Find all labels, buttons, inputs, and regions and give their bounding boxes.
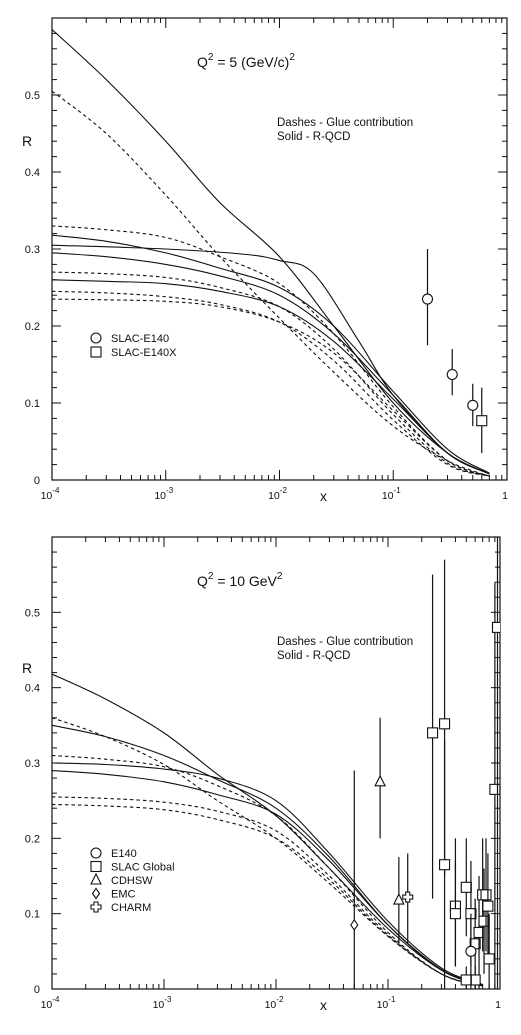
y-tick-label: 0.2: [25, 321, 40, 333]
rqcd-curve-4: [52, 252, 490, 475]
data-point-square: [427, 727, 439, 739]
data-point-square: [439, 718, 451, 730]
data-point-cross: [402, 891, 414, 903]
x-tick-label: 10-2: [265, 995, 284, 1011]
y-tick-label: 0.4: [25, 167, 40, 179]
legend-label: E140: [111, 848, 137, 860]
legend-marker-cross: [90, 901, 102, 913]
rqcd-curve-1: [52, 673, 483, 986]
y-tick-label: 0.3: [25, 244, 40, 256]
data-point-triangle: [374, 774, 386, 787]
data-point-square: [482, 900, 494, 912]
y-tick-label: 0.2: [25, 833, 40, 845]
data-point-circle: [467, 399, 479, 411]
rqcd-curve-3: [52, 762, 483, 985]
legend-label: EMC: [111, 889, 136, 901]
y-tick-label: 0: [34, 475, 40, 487]
x-tick-label: 10-3: [153, 995, 172, 1011]
data-point-square: [480, 889, 492, 901]
data-point-square: [449, 908, 461, 920]
data-point-circle: [446, 368, 458, 381]
glue-curve-10: [52, 298, 490, 477]
data-point-square: [460, 974, 472, 986]
x-axis-label: x: [320, 488, 327, 504]
x-tick-label: 10-4: [41, 486, 60, 502]
legend-marker-diamond: [91, 887, 101, 900]
x-tick-label: 10-2: [268, 486, 287, 502]
legend-label: SLAC-E140X: [111, 347, 177, 359]
legend-label: SLAC Global: [111, 862, 175, 874]
legend-marker-circle: [90, 847, 102, 859]
data-point-square: [460, 881, 472, 893]
x-tick-label: 10-3: [154, 486, 173, 502]
x-tick-label: 10-4: [41, 995, 60, 1011]
annotation-dashes: Dashes - Glue contribution: [277, 636, 413, 648]
legend-label: SLAC-E140: [111, 333, 169, 345]
y-axis-label: R: [22, 660, 32, 676]
legend-marker-circle: [90, 332, 102, 344]
data-points: [350, 537, 500, 989]
x-tick-label: 10-1: [382, 486, 401, 502]
glue-curve-6: [52, 754, 483, 987]
data-point-triangle: [392, 892, 405, 905]
glue-curve-9: [52, 290, 490, 477]
glue-curve-8: [52, 803, 483, 987]
data-point-square: [439, 859, 451, 871]
data-point-square: [476, 415, 488, 427]
legend-label: CDHSW: [111, 875, 153, 887]
y-tick-label: 0.5: [25, 607, 40, 619]
x-tick-label: 1: [502, 490, 508, 502]
data-point-square: [483, 953, 495, 965]
legend-label: CHARM: [111, 902, 151, 914]
rqcd-curve-3: [52, 234, 490, 474]
y-tick-label: 0.5: [25, 90, 40, 102]
annotation-solid: Solid - R-QCD: [277, 131, 350, 143]
legend-marker-triangle: [90, 872, 102, 885]
legend-marker-square: [90, 346, 102, 358]
chart-panel-1: 0 0.1 0.2 0.3 0.4 0.5 10-4 10-3 10-2 10-1 1 Rx Q2 = …: [22, 17, 508, 504]
x-tick-label: 10-1: [377, 995, 396, 1011]
y-tick-label: 0.4: [25, 683, 40, 695]
x-tick-label: 1: [495, 999, 501, 1011]
y-tick-label: 0.1: [25, 909, 40, 921]
rqcd-curve-5: [52, 279, 490, 475]
y-tick-label: 0.1: [25, 398, 40, 410]
y-tick-label: 0: [34, 984, 40, 996]
curves: [52, 673, 483, 987]
chart-title: Q2 = 10 GeV2: [197, 571, 283, 589]
chart-panel-2: 0 0.1 0.2 0.3 0.4 0.5 10-4 10-3 10-2 10-1 1 Rx Q2 = …: [22, 536, 501, 1013]
x-axis-label: x: [320, 997, 327, 1013]
plot-frame: [51, 17, 508, 481]
data-point-square: [491, 621, 500, 633]
glue-curve-7: [52, 796, 483, 987]
data-point-circle: [421, 293, 434, 305]
legend-marker-square: [90, 860, 102, 873]
data-point-diamond: [350, 919, 359, 931]
data-points: [421, 249, 488, 454]
rqcd-curve-4: [52, 769, 483, 986]
y-tick-label: 0.3: [25, 758, 40, 770]
y-axis-label: R: [22, 133, 32, 149]
annotation-dashes: Dashes - Glue contribution: [277, 117, 413, 129]
curves: [52, 29, 490, 477]
data-point-square: [489, 783, 500, 795]
chart-title: Q2 = 5 (GeV/c)2: [197, 52, 295, 70]
annotation-solid: Solid - R-QCD: [277, 650, 350, 662]
rqcd-curve-1: [52, 29, 490, 475]
data-point-circle: [465, 945, 477, 957]
